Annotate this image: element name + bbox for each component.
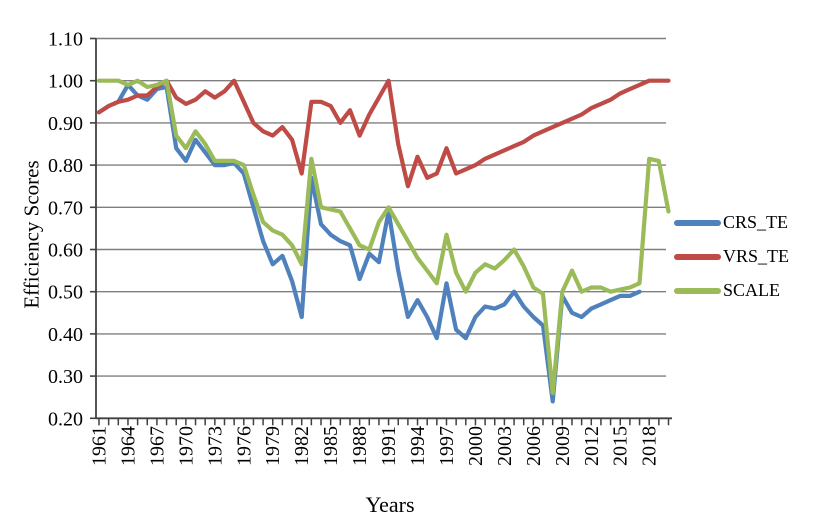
x-tick-label: 1991 bbox=[378, 426, 400, 466]
y-tick-label: 1.00 bbox=[48, 71, 83, 93]
x-tick-label: 1964 bbox=[117, 426, 139, 466]
y-tick-label: 0.50 bbox=[48, 282, 83, 304]
legend-label-crs-te: CRS_TE bbox=[723, 212, 789, 232]
y-tick-label: 0.40 bbox=[48, 324, 83, 346]
x-tick-label: 1985 bbox=[320, 426, 342, 466]
legend-item-scale: SCALE bbox=[674, 280, 789, 301]
x-tick-label: 2000 bbox=[465, 426, 487, 466]
x-tick-label: 1976 bbox=[233, 426, 255, 466]
y-tick-label: 0.80 bbox=[48, 155, 83, 177]
x-tick-label: 2003 bbox=[494, 426, 516, 466]
y-axis-title: Efficiency Scores bbox=[19, 160, 44, 309]
x-tick-label: 1997 bbox=[436, 426, 458, 466]
x-tick-label: 2018 bbox=[639, 426, 661, 466]
legend-item-vrs-te: VRS_TE bbox=[674, 246, 789, 267]
x-tick-label: 1988 bbox=[349, 426, 371, 466]
crs-te-line-swatch bbox=[674, 219, 721, 226]
x-tick-label: 1979 bbox=[262, 426, 284, 466]
y-tick-label: 0.20 bbox=[48, 408, 83, 430]
x-tick-label: 1961 bbox=[89, 426, 111, 466]
vrs-te-line bbox=[96, 78, 671, 189]
y-tick-label: 0.90 bbox=[48, 113, 83, 135]
legend: CRS_TE VRS_TE SCALE bbox=[674, 212, 789, 301]
x-tick-label: 1982 bbox=[291, 426, 313, 466]
x-tick-label: 2012 bbox=[581, 426, 603, 466]
scale-line-swatch bbox=[674, 287, 721, 294]
x-tick-label: 2015 bbox=[610, 426, 632, 466]
y-tick-label: 0.70 bbox=[48, 197, 83, 219]
x-tick-label: 1973 bbox=[204, 426, 226, 466]
legend-label-scale: SCALE bbox=[723, 280, 781, 300]
x-tick-label: 2009 bbox=[552, 426, 574, 466]
x-axis-title: Years bbox=[365, 492, 415, 517]
scale-line bbox=[96, 78, 671, 396]
x-tick-label: 1994 bbox=[407, 426, 429, 466]
x-tick-label: 2006 bbox=[523, 426, 545, 466]
vrs-te-line-swatch bbox=[674, 253, 721, 260]
y-tick-label: 0.60 bbox=[48, 240, 83, 262]
legend-item-crs-te: CRS_TE bbox=[674, 212, 789, 233]
x-tick-label: 1970 bbox=[175, 426, 197, 466]
y-tick-label: 0.30 bbox=[48, 366, 83, 388]
legend-label-vrs-te: VRS_TE bbox=[723, 246, 790, 266]
x-tick-label: 1967 bbox=[146, 426, 168, 466]
y-tick-label: 1.10 bbox=[48, 29, 83, 51]
